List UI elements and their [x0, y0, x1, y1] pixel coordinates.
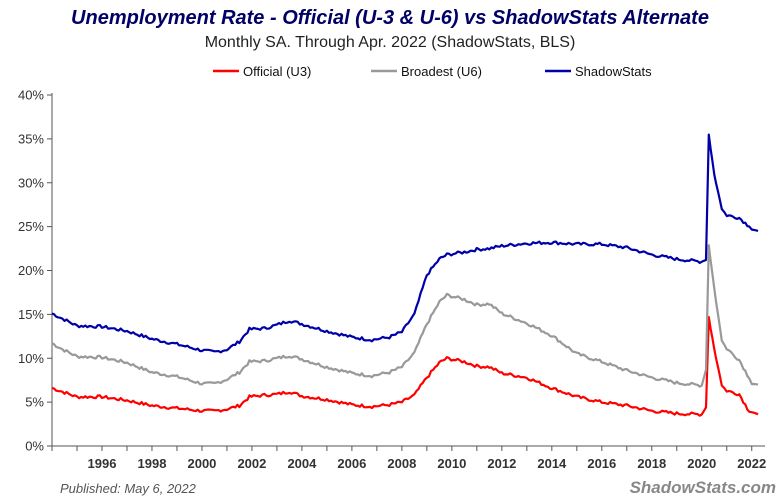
brand-watermark: ShadowStats.com [630, 478, 776, 497]
y-tick-labels: 0% 5% 10% 15% 20% 25% 30% 35% 40% [18, 88, 44, 454]
x-tick-label: 2022 [737, 456, 766, 471]
legend: Official (U3) Broadest (U6) ShadowStats [213, 64, 652, 79]
chart-subtitle: Monthly SA. Through Apr. 2022 (ShadowSta… [205, 34, 576, 51]
y-tick-label: 30% [18, 175, 44, 190]
x-tick-labels: 1996 1998 2000 2002 2004 2006 2008 2010 2012 2014… [88, 456, 767, 471]
x-tick-label: 2000 [187, 456, 216, 471]
published-date: Published: May 6, 2022 [60, 481, 197, 496]
x-tick-label: 2012 [487, 456, 516, 471]
x-tick-label: 2006 [337, 456, 366, 471]
x-tick-label: 2010 [437, 456, 466, 471]
x-tick-label: 1998 [138, 456, 167, 471]
y-tick-label: 25% [18, 219, 44, 234]
series-lines [51, 133, 759, 417]
y-tick-label: 40% [18, 88, 44, 103]
y-tick-label: 20% [18, 263, 44, 278]
x-tick-label: 2016 [587, 456, 616, 471]
x-tick-label: 2020 [687, 456, 716, 471]
series-line-official-u3 [51, 316, 759, 417]
x-tick-label: 2018 [637, 456, 666, 471]
series-line-shadowstats [51, 133, 759, 354]
legend-label: Official (U3) [243, 64, 311, 79]
y-tick-label: 0% [25, 439, 44, 454]
series-line-broadest-u6 [51, 244, 759, 388]
chart-title: Unemployment Rate - Official (U-3 & U-6)… [71, 7, 709, 29]
x-tick-label: 2004 [287, 456, 317, 471]
legend-label: Broadest (U6) [401, 64, 482, 79]
legend-label: ShadowStats [575, 64, 652, 79]
x-tick-label: 2002 [237, 456, 266, 471]
x-tick-label: 1996 [88, 456, 117, 471]
y-tick-label: 10% [18, 351, 44, 366]
x-tick-label: 2008 [387, 456, 416, 471]
y-tick-label: 35% [18, 131, 44, 146]
y-tick-label: 15% [18, 307, 44, 322]
y-tick-label: 5% [25, 395, 44, 410]
axes [47, 93, 765, 451]
x-tick-label: 2014 [537, 456, 567, 471]
